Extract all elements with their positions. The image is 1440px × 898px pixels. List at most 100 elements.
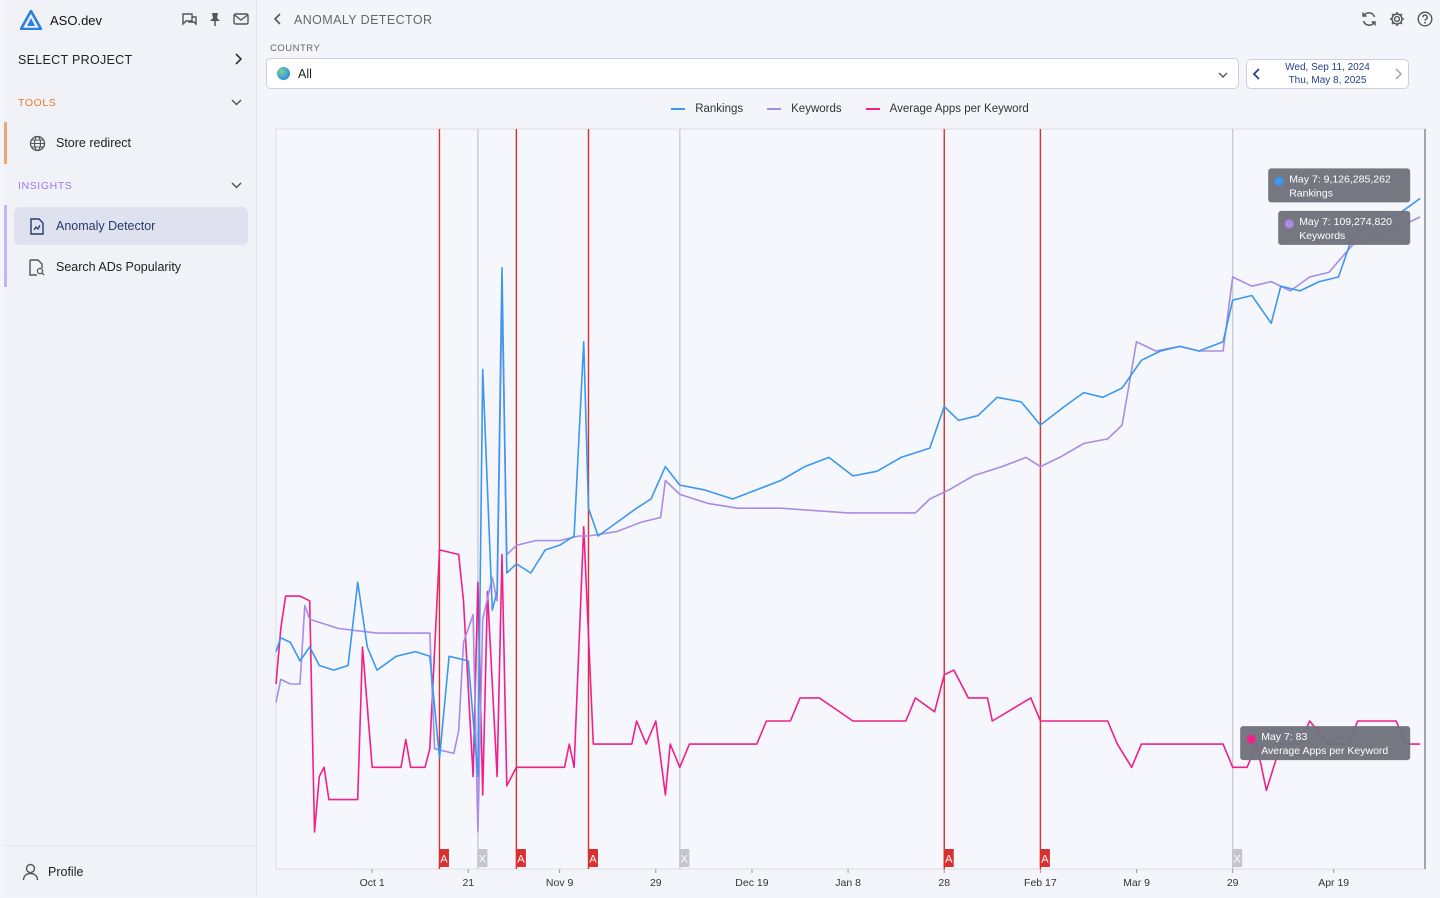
sidebar-item-label: Search ADs Popularity xyxy=(56,260,182,274)
profile-button[interactable]: Profile xyxy=(20,862,83,882)
legend-item-rankings[interactable]: Rankings xyxy=(671,103,743,115)
marker-badge-label: A xyxy=(945,854,953,866)
help-icon[interactable] xyxy=(1416,10,1434,28)
legend-swatch-avg-apps xyxy=(865,107,880,111)
tools-rail xyxy=(4,122,7,164)
globe-icon xyxy=(277,67,290,80)
plot-area xyxy=(275,128,1426,870)
chevron-right-icon xyxy=(234,52,243,68)
tooltip-series: Keywords xyxy=(1299,230,1345,242)
sidebar-item-search-ads-popularity[interactable]: Search ADs Popularity xyxy=(14,248,248,286)
marker-badge-anomaly xyxy=(1039,849,1050,867)
sidebar-item-anomaly-detector[interactable]: Anomaly Detector xyxy=(14,207,248,245)
country-select[interactable]: All xyxy=(266,58,1239,89)
tooltip-box xyxy=(1240,726,1411,761)
marker-badge-label: X xyxy=(1234,854,1242,866)
brand[interactable]: ASO.dev xyxy=(20,10,102,30)
x-tick-label: Dec 19 xyxy=(735,877,768,889)
back-arrow-icon[interactable] xyxy=(273,12,282,28)
marker-badge-label: X xyxy=(681,854,689,866)
marker-badge-anomaly xyxy=(515,849,526,867)
tooltip-value: May 7: 83 xyxy=(1261,731,1307,743)
tooltip-box xyxy=(1278,210,1411,245)
date-range-text[interactable]: Wed, Sep 11, 2024 Thu, May 8, 2025 xyxy=(1267,61,1388,87)
sidebar-divider xyxy=(4,845,257,846)
marker-badge-anomaly xyxy=(943,849,954,867)
marker-badge-label: A xyxy=(589,854,597,866)
tooltip-series: Rankings xyxy=(1289,187,1333,199)
aso-logo-icon xyxy=(20,10,42,30)
legend-item-avg-apps[interactable]: Average Apps per Keyword xyxy=(865,103,1029,115)
sidebar-item-label: Store redirect xyxy=(56,136,132,150)
sidebar: ASO.dev SELECT PROJECT TOOLS Store redir… xyxy=(4,0,257,896)
x-tick-label: Apr 19 xyxy=(1318,877,1349,889)
country-label: COUNTRY xyxy=(270,43,321,54)
select-project-button[interactable]: SELECT PROJECT xyxy=(18,48,243,72)
sidebar-item-label: Anomaly Detector xyxy=(56,219,156,233)
series-line-keywords xyxy=(275,216,1421,833)
document-search-icon xyxy=(28,258,46,276)
gear-icon[interactable] xyxy=(1388,10,1406,28)
marker-badge-anomaly xyxy=(438,849,449,867)
previous-range-button[interactable] xyxy=(1247,68,1267,80)
marker-badge-excluded xyxy=(477,849,488,867)
x-tick-label: Oct 1 xyxy=(360,877,385,889)
legend-label: Rankings xyxy=(695,103,744,115)
marker-badge-label: X xyxy=(479,854,487,866)
marker-badge-label: A xyxy=(440,854,448,866)
app-name: ASO.dev xyxy=(50,12,103,28)
x-tick-label: 21 xyxy=(462,877,474,889)
feedback-icon[interactable] xyxy=(180,10,198,28)
chevron-down-icon xyxy=(231,180,242,192)
globe-icon xyxy=(28,134,46,152)
chevron-down-icon xyxy=(1218,67,1228,81)
page-header: ANOMALY DETECTOR xyxy=(273,10,433,30)
series-line-rankings xyxy=(275,197,1421,778)
series-line-average-apps-per-keyword xyxy=(275,526,1421,833)
legend-label: Keywords xyxy=(791,103,842,115)
legend-swatch-rankings xyxy=(671,107,686,111)
select-project-label: SELECT PROJECT xyxy=(18,53,133,67)
tooltip-dot xyxy=(1246,734,1256,744)
country-value: All xyxy=(298,66,312,81)
marker-badge-label: A xyxy=(517,854,525,866)
mail-icon[interactable] xyxy=(232,10,250,28)
tooltip-series: Average Apps per Keyword xyxy=(1261,745,1388,757)
legend-label: Average Apps per Keyword xyxy=(889,103,1029,115)
marker-badge-excluded xyxy=(1232,849,1243,867)
tooltip-value: May 7: 9,126,285,262 xyxy=(1289,173,1391,185)
sidebar-item-store-redirect[interactable]: Store redirect xyxy=(14,124,248,162)
user-icon xyxy=(20,862,40,882)
profile-label: Profile xyxy=(48,865,84,879)
x-tick-label: 29 xyxy=(650,877,662,889)
x-tick-label: 28 xyxy=(938,877,950,889)
x-tick-label: Nov 9 xyxy=(546,877,574,889)
tooltip-value: May 7: 109,274,820 xyxy=(1299,216,1392,228)
date-start: Wed, Sep 11, 2024 xyxy=(1285,62,1370,73)
next-range-button[interactable] xyxy=(1388,68,1408,80)
marker-badge-anomaly xyxy=(587,849,598,867)
legend-swatch-keywords xyxy=(767,107,782,111)
tools-section-title: TOOLS xyxy=(18,97,57,109)
insights-section-title: INSIGHTS xyxy=(18,180,73,192)
refresh-icon[interactable] xyxy=(1360,10,1378,28)
x-tick-label: Jan 8 xyxy=(835,877,861,889)
x-tick-label: Mar 9 xyxy=(1123,877,1150,889)
tooltip-dot xyxy=(1284,219,1294,229)
pin-icon[interactable] xyxy=(206,10,224,28)
x-tick-label: 29 xyxy=(1227,877,1239,889)
tools-section-toggle[interactable]: TOOLS xyxy=(18,97,242,109)
insights-rail xyxy=(4,205,7,287)
insights-section-toggle[interactable]: INSIGHTS xyxy=(18,180,242,192)
document-chart-icon xyxy=(28,217,46,235)
page-title: ANOMALY DETECTOR xyxy=(294,13,433,27)
marker-badge-excluded xyxy=(679,849,690,867)
x-tick-label: Feb 17 xyxy=(1024,877,1057,889)
chart-legend: Rankings Keywords Average Apps per Keywo… xyxy=(0,103,1440,115)
date-range-picker[interactable]: Wed, Sep 11, 2024 Thu, May 8, 2025 xyxy=(1246,59,1409,89)
tooltip-dot xyxy=(1274,176,1284,186)
chevron-down-icon xyxy=(231,97,242,109)
date-end: Thu, May 8, 2025 xyxy=(1288,75,1367,86)
legend-item-keywords[interactable]: Keywords xyxy=(767,103,842,115)
